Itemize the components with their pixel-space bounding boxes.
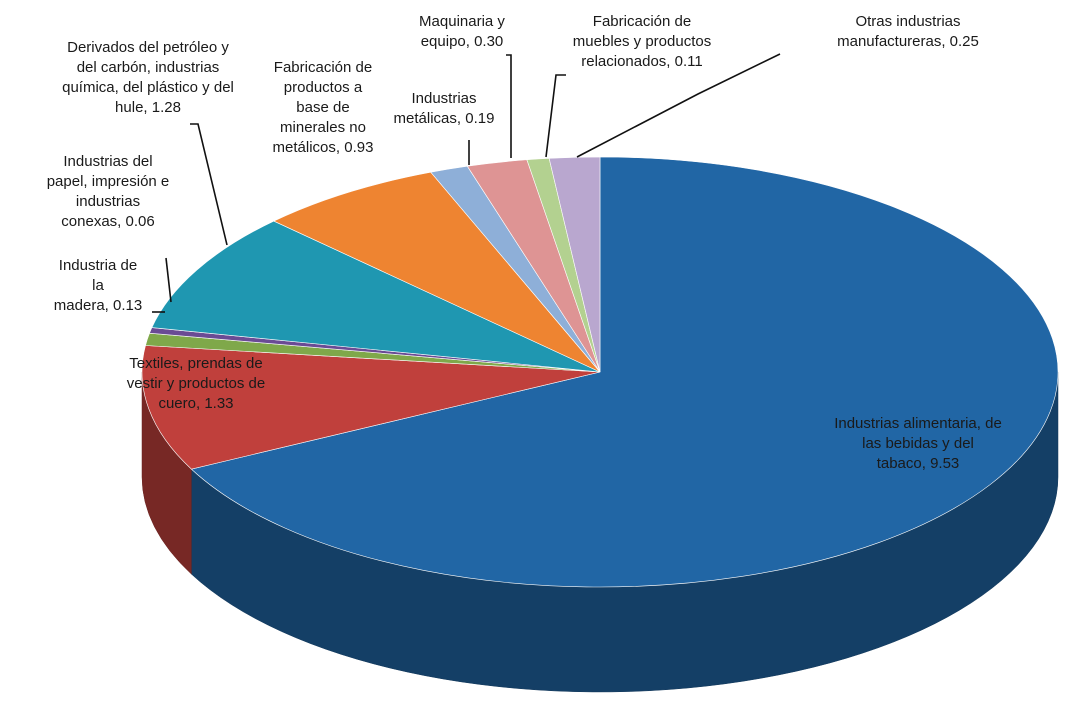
data-label-line: minerales no: [280, 119, 366, 136]
data-label-line: tabaco, 9.53: [877, 455, 960, 472]
data-label-line: la: [92, 277, 104, 294]
data-label-line: del carbón, industrias: [77, 59, 220, 76]
data-labels: Industrias alimentaria, de las bebidas y …: [47, 13, 1002, 472]
slice-petroleo: [151, 220, 601, 373]
data-label-line: madera, 0.13: [54, 297, 142, 314]
data-label-line: Otras industrias: [855, 13, 960, 30]
slice-minerales: [273, 171, 601, 373]
data-label-textiles: Textiles, prendas de vestir y productos d…: [127, 355, 265, 412]
data-label-line: equipo, 0.30: [421, 33, 504, 50]
data-label-muebles: Fabricación de muebles y productos relacio…: [573, 13, 711, 70]
data-label-line: metálicas, 0.19: [394, 110, 495, 127]
data-label-line: manufactureras, 0.25: [837, 33, 979, 50]
data-label-line: Fabricación de: [274, 59, 372, 76]
data-label-line: vestir y productos de: [127, 375, 265, 392]
data-label-line: muebles y productos: [573, 33, 711, 50]
data-label-line: Textiles, prendas de: [129, 355, 262, 372]
data-label-line: Fabricación de: [593, 13, 691, 30]
data-label-minerales: Fabricación de productos a base de minerale…: [273, 59, 374, 156]
leader-line-otras: [576, 53, 781, 158]
data-label-line: metálicos, 0.93: [273, 139, 374, 156]
leader-line-petroleo: [190, 123, 228, 246]
slice-alimentaria: [190, 156, 1059, 588]
leader-line-maquinaria: [506, 54, 512, 158]
data-label-metalicas: Industrias metálicas, 0.19: [394, 90, 495, 127]
data-label-line: cuero, 1.33: [158, 395, 233, 412]
data-label-line: hule, 1.28: [115, 99, 181, 116]
data-label-line: Industrias: [411, 90, 476, 107]
leader-line-papel: [165, 257, 172, 303]
data-label-line: industrias: [76, 193, 140, 210]
data-label-line: base de: [296, 99, 349, 116]
data-label-line: química, del plástico y del: [62, 79, 234, 96]
pie-slices: [141, 156, 1059, 588]
data-label-papel: Industrias del papel, impresión e industri…: [47, 153, 170, 230]
data-label-petroleo: Derivados del petróleo y del carbón, indu…: [62, 39, 234, 116]
leader-line-muebles: [545, 74, 566, 158]
data-label-alimentaria: Industrias alimentaria, de las bebidas y …: [834, 415, 1002, 472]
data-label-maquinaria: Maquinaria y equipo, 0.30: [419, 13, 505, 50]
data-label-line: productos a: [284, 79, 363, 96]
data-label-line: Industrias del: [63, 153, 152, 170]
data-label-line: Industrias alimentaria, de: [834, 415, 1002, 432]
slice-otras: [548, 156, 601, 373]
data-label-line: papel, impresión e: [47, 173, 170, 190]
data-label-line: conexas, 0.06: [61, 213, 154, 230]
data-label-line: Derivados del petróleo y: [67, 39, 229, 56]
slice-textiles: [141, 345, 601, 470]
data-label-line: Maquinaria y: [419, 13, 505, 30]
data-label-line: Industria de: [59, 257, 137, 274]
data-label-line: las bebidas y del: [862, 435, 974, 452]
leader-lines: [152, 53, 781, 313]
data-label-line: relacionados, 0.11: [581, 53, 702, 70]
data-label-otras: Otras industrias manufactureras, 0.25: [837, 13, 979, 50]
data-label-madera: Industria de la madera, 0.13: [54, 257, 142, 314]
